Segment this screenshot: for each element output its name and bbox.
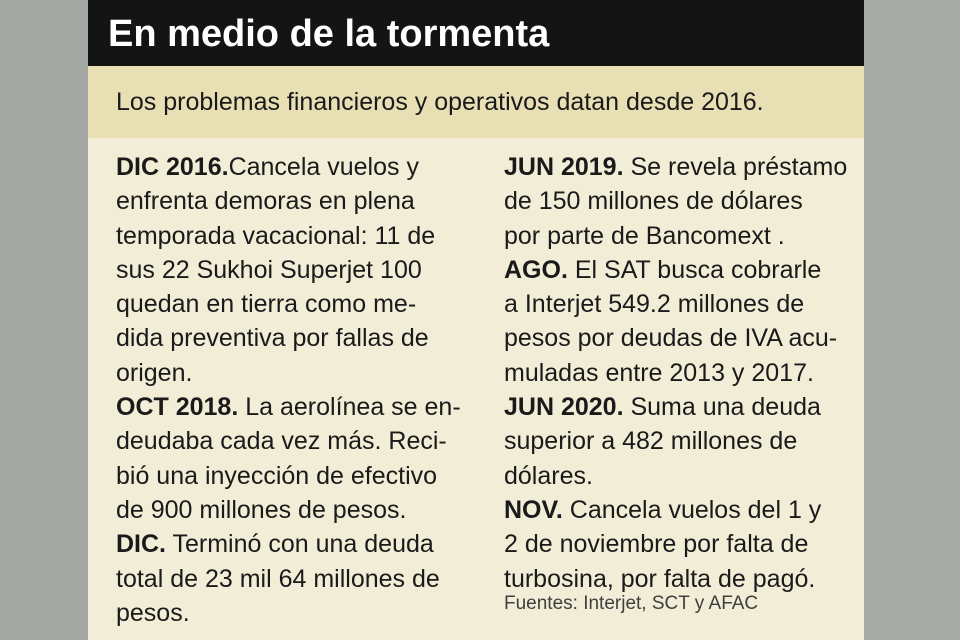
entry-text: Terminó con una deuda bbox=[166, 530, 434, 559]
entry-line: a Interjet 549.2 millones de bbox=[504, 290, 805, 319]
entry-line: bió una inyección de efectivo bbox=[116, 461, 438, 490]
timeline-entry: AGO. El SAT busca cobrarle a Interjet 54… bbox=[504, 253, 847, 390]
entry-text: Cancela vuelos del 1 y bbox=[562, 495, 822, 524]
entry-text: Se revela préstamo bbox=[623, 153, 848, 181]
entry-line: dólares. bbox=[504, 461, 593, 490]
subtitle: Los problemas financieros y operativos d… bbox=[116, 88, 764, 116]
entry-line: deudaba cada vez más. Reci- bbox=[116, 427, 447, 456]
page-title: En medio de la tormenta bbox=[108, 13, 550, 55]
entry-line: muladas entre 2013 y 2017. bbox=[504, 358, 814, 387]
timeline-entry: JUN 2020. Suma una deuda superior a 482 … bbox=[504, 390, 847, 493]
entry-date: JUN 2020. bbox=[504, 393, 624, 422]
entry-text: La aerolínea se en- bbox=[238, 393, 461, 422]
entry-line: de 900 millones de pesos. bbox=[116, 495, 407, 524]
entry-line: pesos. bbox=[116, 598, 190, 627]
entry-line: sus 22 Sukhoi Superjet 100 bbox=[116, 255, 422, 284]
infographic-card: En medio de la tormenta Los problemas fi… bbox=[88, 0, 864, 640]
subtitle-band: Los problemas financieros y operativos d… bbox=[88, 66, 864, 138]
entry-line: temporada vacacional: 11 de bbox=[116, 221, 436, 250]
entry-date: JUN 2019. bbox=[504, 153, 624, 181]
timeline-entry: JUN 2019. Se revela préstamo de 150 mill… bbox=[504, 150, 847, 253]
timeline-entry: OCT 2018. La aerolínea se en- deudaba ca… bbox=[116, 390, 461, 527]
entry-line: de 150 millones de dólares bbox=[504, 187, 803, 216]
entry-text: Cancela vuelos y bbox=[228, 153, 419, 181]
entry-text: Suma una deuda bbox=[623, 393, 821, 422]
right-column: JUN 2019. Se revela préstamo de 150 mill… bbox=[504, 150, 847, 596]
entry-line: superior a 482 millones de bbox=[504, 427, 798, 456]
title-bar: En medio de la tormenta bbox=[88, 0, 864, 66]
entry-date: AGO. bbox=[504, 255, 568, 284]
entry-line: pesos por deudas de IVA acu- bbox=[504, 324, 838, 353]
left-column: DIC 2016.Cancela vuelos y enfrenta demor… bbox=[116, 150, 461, 630]
entry-text: El SAT busca cobrarle bbox=[567, 255, 822, 284]
left-gray-margin bbox=[0, 0, 88, 640]
entry-line: 2 de noviembre por falta de bbox=[504, 530, 809, 559]
entry-line: quedan en tierra como me- bbox=[116, 290, 417, 319]
entry-line: enfrenta demoras en plena bbox=[116, 187, 415, 216]
entry-date: DIC 2016. bbox=[116, 153, 229, 181]
timeline-entry: DIC. Terminó con una deuda total de 23 m… bbox=[116, 527, 461, 630]
entry-date: NOV. bbox=[504, 495, 563, 524]
entry-date: OCT 2018. bbox=[116, 393, 239, 422]
timeline-entry: DIC 2016.Cancela vuelos y enfrenta demor… bbox=[116, 150, 461, 390]
entry-date: DIC. bbox=[116, 530, 166, 559]
entry-line: turbosina, por falta de pagó. bbox=[504, 564, 816, 593]
entry-line: origen. bbox=[116, 358, 193, 387]
sources-credit: Fuentes: Interjet, SCT y AFAC bbox=[504, 593, 759, 614]
entry-line: dida preventiva por fallas de bbox=[116, 324, 429, 353]
entry-line: por parte de Bancomext . bbox=[504, 221, 785, 250]
timeline-entry: NOV. Cancela vuelos del 1 y 2 de noviemb… bbox=[504, 493, 847, 596]
entry-line: total de 23 mil 64 millones de bbox=[116, 564, 440, 593]
right-gray-margin bbox=[864, 0, 960, 640]
